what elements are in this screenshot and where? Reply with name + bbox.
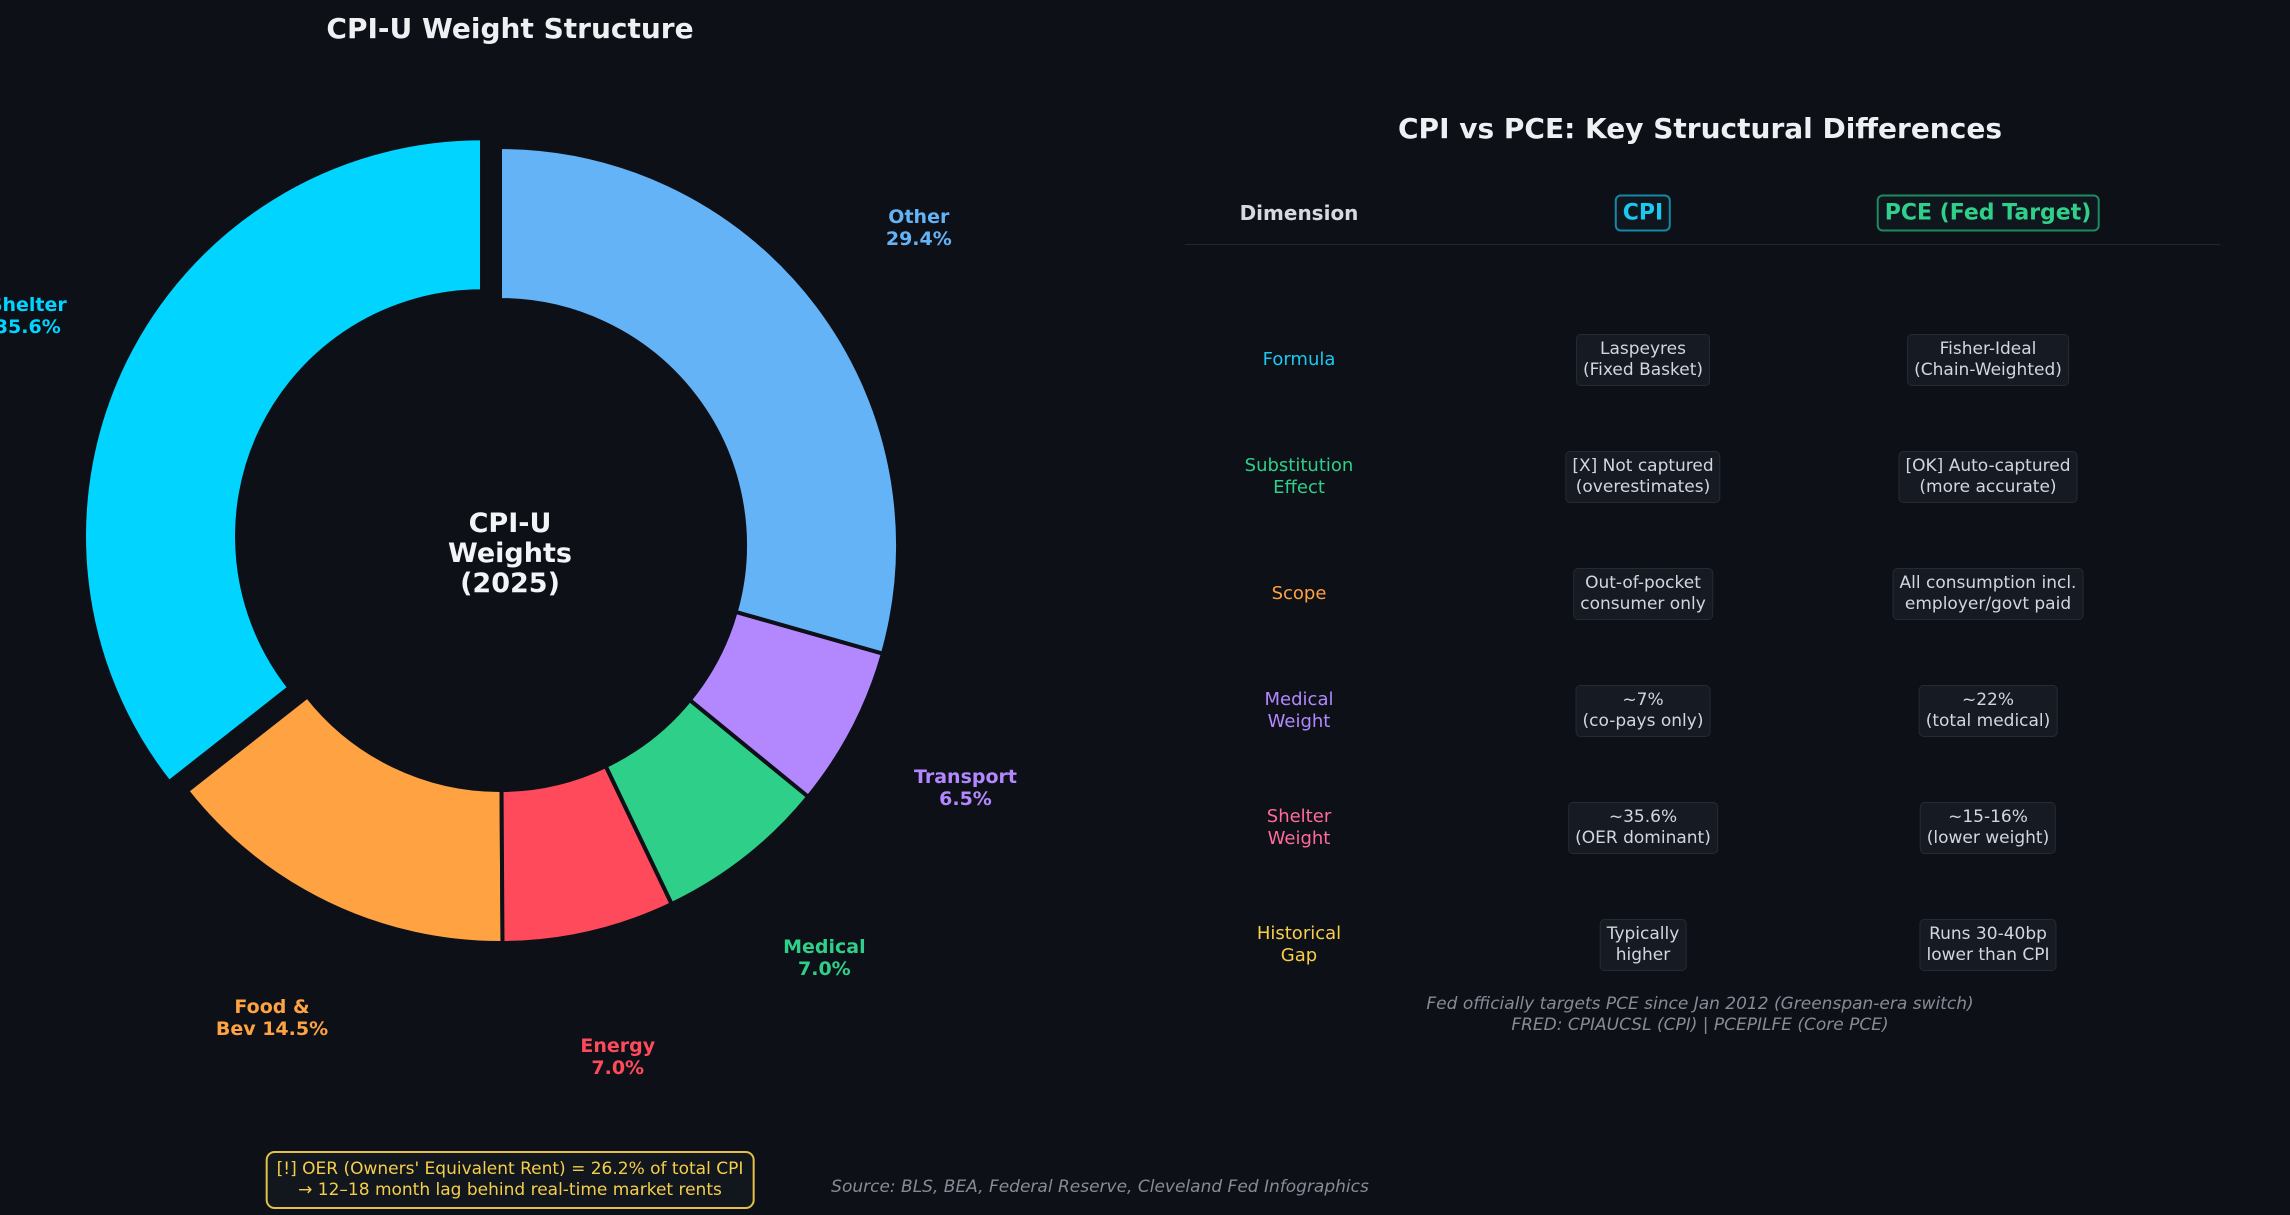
row-dimension-label: Historical Gap — [1256, 923, 1342, 966]
donut-chart-title: CPI-U Weight Structure — [326, 12, 694, 45]
row-cpi-cell: Typically higher — [1599, 919, 1687, 971]
row-dimension-label: Scope — [1271, 583, 1327, 604]
row-cpi-cell: ~35.6% (OER dominant) — [1568, 802, 1718, 854]
slice-label-energy: Energy 7.0% — [580, 1034, 656, 1079]
row-pce-cell: Fisher-Ideal (Chain-Weighted) — [1907, 334, 2069, 386]
slice-label-other: Other 29.4% — [885, 206, 952, 251]
row-pce-cell: Runs 30-40bp lower than CPI — [1919, 919, 2057, 971]
column-header-cpi: CPI — [1614, 194, 1672, 232]
source-note: Source: BLS, BEA, Federal Reserve, Cleve… — [831, 1177, 1369, 1197]
row-pce-cell: [OK] Auto-captured (more accurate) — [1898, 451, 2078, 503]
row-dimension-label: Shelter Weight — [1266, 806, 1332, 849]
row-pce-cell: ~22% (total medical) — [1918, 685, 2058, 737]
row-cpi-cell: Out-of-pocket consumer only — [1573, 568, 1713, 620]
column-header-dimension: Dimension — [1239, 201, 1359, 225]
row-pce-cell: All consumption incl. employer/govt paid — [1892, 568, 2084, 620]
oer-note-box: [!] OER (Owners' Equivalent Rent) = 26.2… — [265, 1151, 755, 1209]
table-footnote: Fed officially targets PCE since Jan 201… — [1426, 994, 1974, 1035]
row-pce-cell: ~15-16% (lower weight) — [1919, 802, 2057, 854]
donut-slice-other — [498, 144, 900, 657]
slice-label-medical: Medical 7.0% — [783, 935, 866, 980]
slice-label-food-bev: Food & Bev 14.5% — [215, 995, 329, 1040]
slice-label-shelter: Shelter 35.6% — [0, 293, 67, 338]
column-header-pce: PCE (Fed Target) — [1876, 194, 2100, 232]
row-cpi-cell: Laspeyres (Fixed Basket) — [1575, 334, 1711, 386]
row-dimension-label: Medical Weight — [1264, 689, 1334, 732]
row-dimension-label: Formula — [1262, 349, 1336, 370]
donut-center-label: CPI-U Weights (2025) — [448, 508, 572, 599]
donut-chart — [82, 136, 900, 946]
comparison-table-title: CPI vs PCE: Key Structural Differences — [1398, 112, 2002, 145]
row-cpi-cell: ~7% (co-pays only) — [1575, 685, 1711, 737]
donut-slice-shelter — [82, 136, 485, 785]
row-cpi-cell: [X] Not captured (overestimates) — [1565, 451, 1721, 503]
slice-label-transport: Transport 6.5% — [913, 765, 1018, 810]
header-divider — [1185, 244, 2220, 245]
row-dimension-label: Substitution Effect — [1244, 455, 1354, 498]
